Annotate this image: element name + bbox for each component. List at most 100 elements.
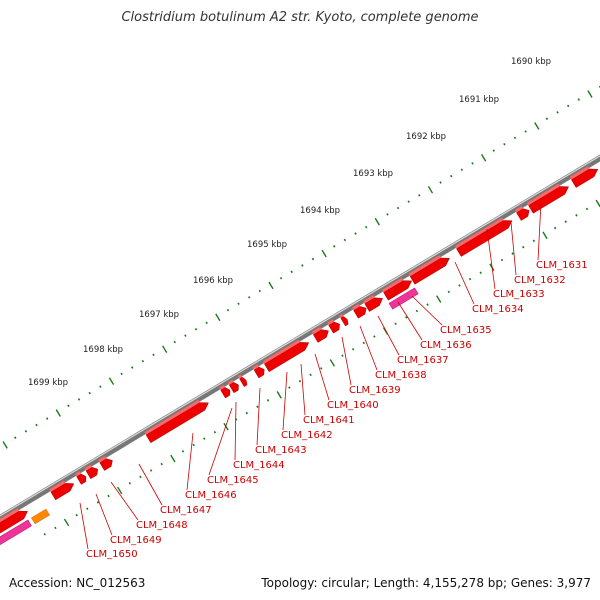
- leader-line: [256, 387, 261, 446]
- gene-arrow[interactable]: [253, 366, 265, 379]
- outer-tick: [545, 117, 549, 120]
- gene-arrow-orange[interactable]: [31, 508, 50, 525]
- gene-arrow[interactable]: [50, 483, 75, 501]
- gene-arrow[interactable]: [364, 297, 383, 312]
- gene-label[interactable]: CLM_1649: [110, 535, 162, 546]
- gene-arrow-reverse[interactable]: [0, 519, 32, 553]
- gene-arrow[interactable]: [85, 467, 99, 480]
- leader-line: [537, 201, 542, 261]
- outer-tick: [35, 423, 38, 427]
- inner-tick: [298, 379, 302, 383]
- leader-line: [300, 363, 306, 416]
- label-leader-lines: [79, 201, 542, 550]
- gene-label[interactable]: CLM_1639: [349, 385, 401, 396]
- inner-tick: [107, 494, 110, 498]
- gene-arrow[interactable]: [456, 220, 513, 257]
- outer-tick: [364, 225, 368, 229]
- gene-arrow[interactable]: [239, 376, 248, 387]
- gene-arrow[interactable]: [340, 316, 349, 327]
- gene-labels[interactable]: CLM_1631 CLM_1632 CLM_1633 CLM_1634 CLM_1635…: [86, 260, 588, 560]
- leader-line: [138, 463, 163, 506]
- outer-tick: [161, 345, 168, 354]
- gene-label[interactable]: CLM_1650: [86, 549, 138, 560]
- gene-arrow[interactable]: [516, 208, 530, 221]
- inner-tick: [522, 245, 525, 249]
- kbp-label: 1698 kbp: [83, 345, 123, 355]
- outer-tick: [450, 174, 453, 178]
- gene-features[interactable]: [0, 140, 600, 553]
- inner-tick: [266, 399, 270, 402]
- kbp-label: 1690 kbp: [511, 57, 551, 67]
- outer-tick: [55, 409, 61, 417]
- outer-tick: [386, 213, 389, 216]
- gene-arrow[interactable]: [99, 458, 113, 471]
- inner-tick: [511, 252, 514, 255]
- leader-line: [208, 407, 233, 476]
- kbp-label: 1697 kbp: [139, 310, 179, 320]
- gene-label[interactable]: CLM_1641: [303, 415, 355, 426]
- inner-tick: [532, 239, 536, 243]
- outer-tick: [173, 340, 176, 344]
- gene-arrow[interactable]: [220, 387, 231, 399]
- gene-arrow[interactable]: [145, 402, 209, 444]
- inner-tick: [192, 443, 195, 447]
- outer-tick: [480, 154, 487, 162]
- outer-tick: [268, 281, 274, 290]
- map-title: Clostridium botulinum A2 str. Kyoto, com…: [121, 10, 479, 25]
- outer-tick: [534, 122, 540, 130]
- outer-tick: [374, 217, 380, 226]
- gene-label[interactable]: CLM_1633: [493, 289, 545, 300]
- gene-label[interactable]: CLM_1642: [281, 430, 333, 441]
- outer-tick: [2, 441, 8, 449]
- gene-arrow[interactable]: [409, 257, 450, 285]
- outer-tick: [343, 238, 347, 242]
- gene-label[interactable]: CLM_1645: [207, 475, 259, 486]
- gene-arrow[interactable]: [353, 306, 367, 319]
- outer-tick: [301, 264, 304, 267]
- outer-tick: [131, 366, 134, 369]
- inner-tick: [426, 303, 429, 306]
- gene-arrow[interactable]: [312, 329, 329, 343]
- gene-label[interactable]: CLM_1634: [472, 304, 524, 315]
- outer-tick: [24, 430, 28, 433]
- gene-arrow[interactable]: [228, 382, 239, 394]
- outer-tick: [513, 136, 517, 140]
- gene-arrow[interactable]: [528, 186, 570, 214]
- accession-text: Accession: NC_012563: [9, 576, 146, 590]
- gene-arrow[interactable]: [76, 473, 87, 485]
- outer-tick: [88, 391, 91, 395]
- gene-top-face: [84, 464, 93, 472]
- kbp-label: 1691 kbp: [459, 95, 499, 105]
- gene-label[interactable]: CLM_1636: [420, 340, 472, 351]
- gene-arrow[interactable]: [571, 168, 599, 188]
- gene-top-face: [227, 379, 234, 386]
- gene-arrow-reverse[interactable]: [388, 287, 419, 310]
- gene-label[interactable]: CLM_1640: [327, 400, 379, 411]
- inner-tick: [128, 481, 132, 485]
- outer-tick: [492, 149, 495, 152]
- gene-arrow[interactable]: [383, 280, 413, 301]
- gene-label[interactable]: CLM_1643: [255, 445, 307, 456]
- outer-tick: [152, 353, 155, 357]
- outer-tick: [258, 289, 262, 293]
- gene-label[interactable]: CLM_1635: [440, 325, 492, 336]
- outer-tick: [333, 245, 336, 248]
- kbp-scale-labels: 1690 kbp 1691 kbp 1692 kbp 1693 kbp 1694 kbp…: [28, 57, 551, 388]
- gene-arrow[interactable]: [328, 321, 340, 334]
- gene-label[interactable]: CLM_1647: [160, 505, 212, 516]
- kbp-label: 1699 kbp: [28, 378, 68, 388]
- gene-label[interactable]: CLM_1646: [185, 490, 237, 501]
- gene-label[interactable]: CLM_1637: [397, 355, 449, 366]
- outer-tick: [290, 270, 293, 274]
- outer-tick: [226, 308, 230, 312]
- gene-label[interactable]: CLM_1644: [233, 460, 285, 471]
- inner-tick: [468, 277, 472, 281]
- gene-arrow[interactable]: [264, 342, 310, 373]
- kbp-label: 1693 kbp: [353, 169, 393, 179]
- gene-label[interactable]: CLM_1632: [514, 275, 566, 286]
- gene-label[interactable]: CLM_1631: [536, 260, 588, 271]
- gene-label[interactable]: CLM_1648: [136, 520, 188, 531]
- gene-label[interactable]: CLM_1638: [375, 370, 427, 381]
- gene-arrow[interactable]: [0, 510, 28, 535]
